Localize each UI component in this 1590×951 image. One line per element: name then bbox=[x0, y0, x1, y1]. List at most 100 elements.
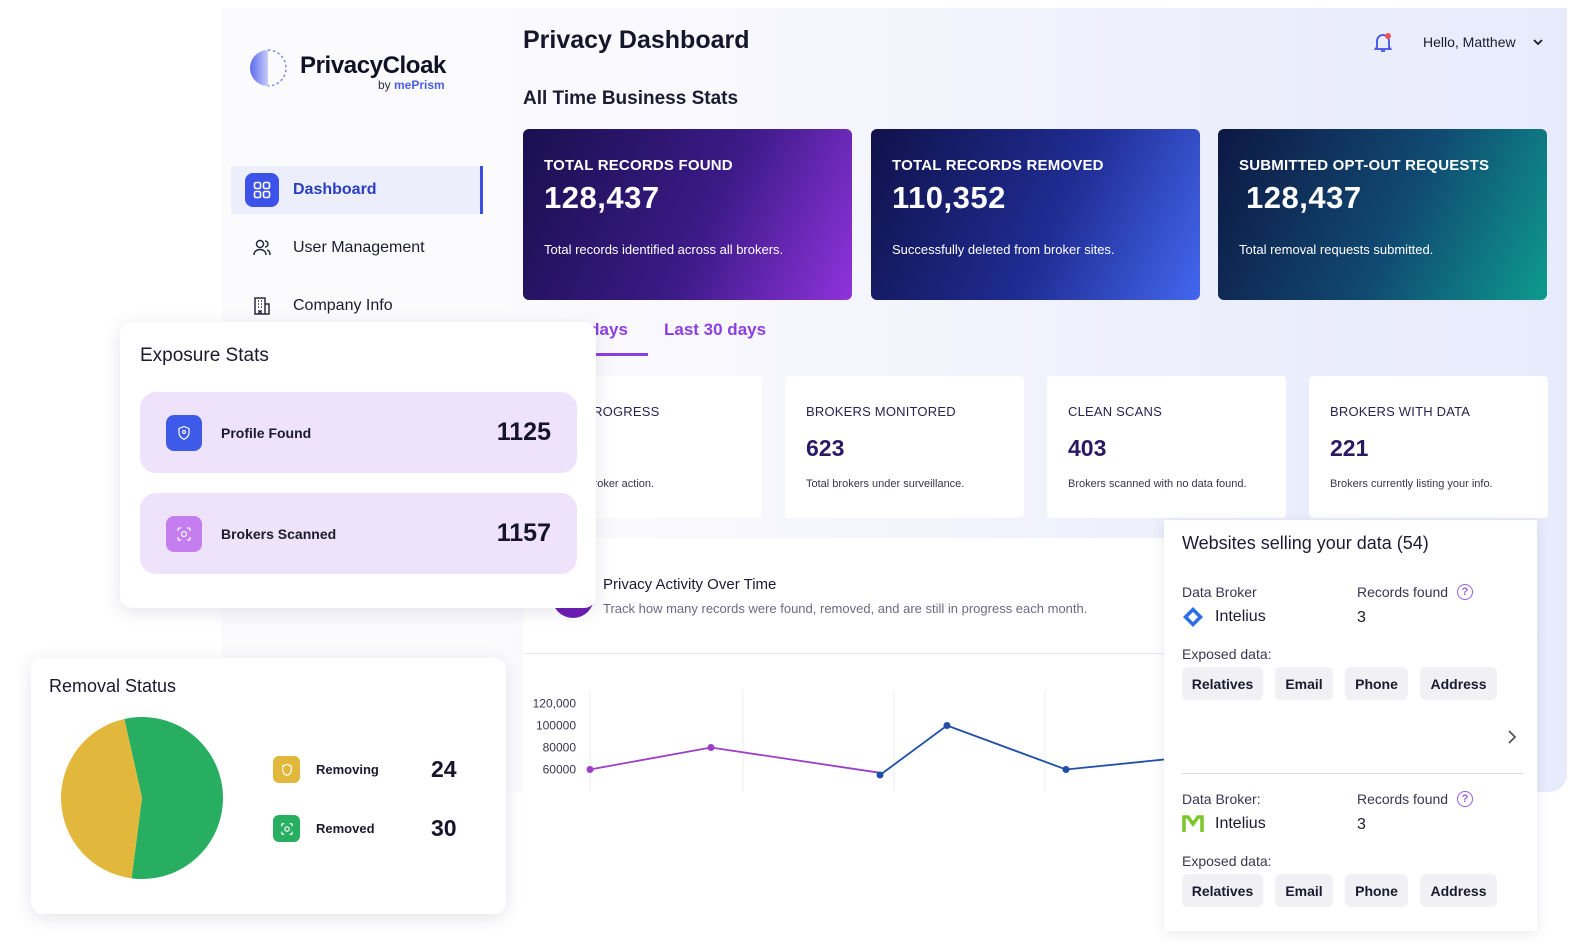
activity-line-chart: 120,000 100000 80000 60000 bbox=[533, 690, 1167, 792]
exposed-data-label: Exposed data: bbox=[1182, 646, 1272, 662]
tab-last-30-days[interactable]: Last 30 days bbox=[664, 320, 767, 339]
legend-value: 30 bbox=[431, 815, 457, 841]
records-column-label: Records found bbox=[1357, 791, 1449, 807]
card-description: Brokers scanned with no data found. bbox=[1068, 478, 1247, 490]
bell-icon[interactable] bbox=[1371, 30, 1395, 54]
tag-email: Email bbox=[1275, 874, 1333, 907]
card-description: Total brokers under surveillance. bbox=[806, 478, 965, 490]
data-point[interactable] bbox=[586, 766, 594, 773]
stat-value: 128,437 bbox=[1246, 180, 1362, 215]
stat-label: SUBMITTED OPT-OUT REQUESTS bbox=[1239, 157, 1490, 174]
broker-logo-icon bbox=[1182, 815, 1204, 832]
help-icon[interactable]: ? bbox=[1457, 584, 1473, 600]
y-tick-label: 100000 bbox=[536, 719, 576, 733]
exposure-title: Exposure Stats bbox=[140, 345, 269, 366]
entry-divider bbox=[1182, 773, 1523, 774]
sidebar-item-label: User Management bbox=[293, 239, 425, 256]
pie-slice-removing[interactable] bbox=[60, 718, 142, 879]
exposure-row-profile-found: Profile Found 1125 bbox=[140, 392, 577, 473]
chart-divider bbox=[523, 653, 1174, 654]
brand-name: PrivacyCloak bbox=[300, 52, 446, 79]
y-tick-label: 80000 bbox=[543, 741, 577, 755]
card-value: 221 bbox=[1330, 435, 1369, 461]
exposure-row-brokers-scanned: Brokers Scanned 1157 bbox=[140, 493, 577, 574]
sidebar-item-dashboard[interactable]: Dashboard bbox=[231, 166, 483, 214]
card-value: 403 bbox=[1068, 435, 1107, 461]
card-brokers-monitored: BROKERS MONITORED 623 Total brokers unde… bbox=[785, 376, 1024, 518]
chart-subtitle: Track how many records were found, remov… bbox=[603, 601, 1088, 616]
stat-value: 110,352 bbox=[892, 180, 1006, 215]
card-value: 623 bbox=[806, 435, 845, 461]
broker-column-label: Data Broker bbox=[1182, 584, 1257, 600]
exposure-value: 1157 bbox=[496, 519, 551, 547]
page-title: Privacy Dashboard bbox=[523, 26, 750, 54]
sites-title: Websites selling your data (54) bbox=[1182, 533, 1429, 553]
removal-title: Removal Status bbox=[49, 676, 177, 696]
broker-name: Intelius bbox=[1215, 815, 1266, 832]
card-label: BROKERS MONITORED bbox=[806, 404, 956, 419]
data-point[interactable] bbox=[943, 722, 951, 729]
records-count: 3 bbox=[1357, 609, 1366, 626]
tag-relatives: Relatives bbox=[1182, 874, 1263, 907]
sidebar-item-company-info[interactable]: Company Info bbox=[231, 282, 483, 330]
records-column-label: Records found bbox=[1357, 584, 1449, 600]
tag-address: Address bbox=[1420, 874, 1497, 907]
stat-description: Successfully deleted from broker sites. bbox=[892, 242, 1115, 257]
legend-value: 24 bbox=[431, 756, 457, 782]
card-brokers-with-data: BROKERS WITH DATA 221 Brokers currently … bbox=[1309, 376, 1548, 518]
shield-icon bbox=[166, 414, 202, 451]
building-icon bbox=[245, 289, 279, 323]
card-clean-scans: CLEAN SCANS 403 Brokers scanned with no … bbox=[1047, 376, 1286, 518]
exposure-label: Brokers Scanned bbox=[221, 525, 337, 542]
broker-name: Intelius bbox=[1215, 608, 1266, 625]
legend-label: Removing bbox=[316, 762, 379, 777]
data-point[interactable] bbox=[876, 771, 884, 779]
activity-chart-panel: 120,000 100000 80000 60000 bbox=[523, 538, 1167, 792]
series-line-0 bbox=[589, 746, 881, 774]
stat-card-opt-out-requests: SUBMITTED OPT-OUT REQUESTS 128,437 Total… bbox=[1218, 129, 1547, 300]
tag-address: Address bbox=[1420, 667, 1497, 700]
intelius-logo-icon bbox=[1183, 607, 1203, 627]
websites-selling-data-card bbox=[1164, 520, 1537, 931]
tag-phone: Phone bbox=[1345, 874, 1408, 907]
stat-card-records-found: TOTAL RECORDS FOUND 128,437 Total record… bbox=[523, 129, 852, 300]
card-label: BROKERS WITH DATA bbox=[1330, 404, 1471, 419]
pie-slice-removed[interactable] bbox=[124, 717, 223, 879]
data-point[interactable] bbox=[1062, 766, 1070, 773]
sidebar-item-user-management[interactable]: User Management bbox=[231, 224, 483, 272]
exposure-value: 1125 bbox=[496, 418, 551, 446]
tag-relatives: Relatives bbox=[1182, 667, 1263, 700]
help-icon[interactable]: ? bbox=[1457, 791, 1473, 807]
tag-phone: Phone bbox=[1345, 667, 1408, 700]
data-point[interactable] bbox=[707, 744, 715, 751]
user-greeting[interactable]: Hello, Matthew bbox=[1423, 34, 1516, 50]
active-tab-indicator bbox=[558, 353, 648, 356]
chart-title: Privacy Activity Over Time bbox=[603, 576, 777, 593]
tag-email: Email bbox=[1275, 667, 1333, 700]
records-count: 3 bbox=[1357, 816, 1366, 833]
logo-icon bbox=[250, 49, 287, 87]
exposed-data-label: Exposed data: bbox=[1182, 853, 1272, 869]
shield-icon bbox=[273, 756, 300, 783]
card-description: Brokers currently listing your info. bbox=[1330, 478, 1493, 490]
broker-column-label: Data Broker: bbox=[1182, 791, 1261, 807]
stat-value: 128,437 bbox=[544, 180, 660, 215]
users-icon bbox=[245, 231, 279, 265]
legend-label: Removed bbox=[316, 821, 375, 836]
legend-removed: Removed 30 bbox=[273, 815, 457, 842]
series-line-1 bbox=[879, 724, 1167, 776]
sidebar-item-label: Dashboard bbox=[293, 181, 377, 198]
chevron-right-icon[interactable] bbox=[1505, 729, 1519, 745]
scan-icon bbox=[273, 815, 300, 842]
brand-byline: by mePrism bbox=[378, 78, 445, 92]
card-label: CLEAN SCANS bbox=[1068, 404, 1162, 419]
removal-pie-chart bbox=[60, 717, 223, 879]
section-title: All Time Business Stats bbox=[523, 88, 739, 109]
stat-description: Total records identified across all brok… bbox=[544, 242, 784, 257]
stat-description: Total removal requests submitted. bbox=[1239, 242, 1434, 257]
chevron-down-icon[interactable] bbox=[1532, 36, 1544, 48]
y-tick-label: 120,000 bbox=[533, 697, 577, 711]
y-tick-label: 60000 bbox=[543, 763, 577, 777]
scan-icon bbox=[166, 515, 202, 552]
legend-removing: Removing 24 bbox=[273, 756, 457, 783]
